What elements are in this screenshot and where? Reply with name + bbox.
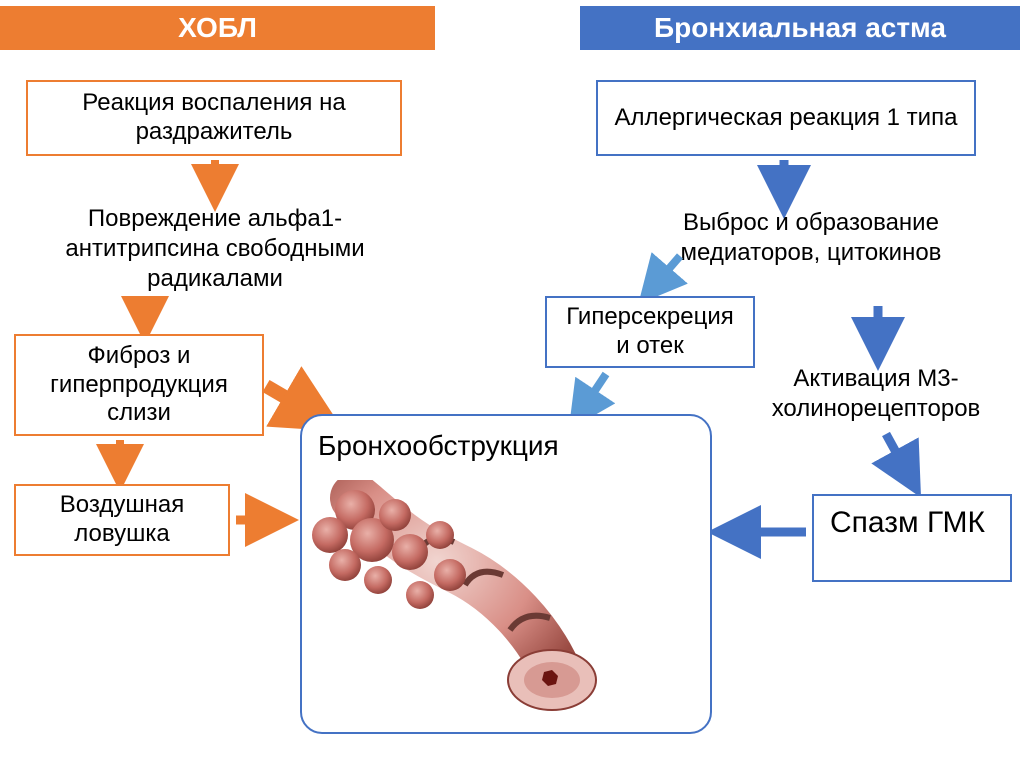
copd-step3-box: Фиброз и гиперпродукция слизи [14, 334, 264, 436]
arrow-copd-3-4 [100, 438, 140, 482]
asthma-step5-box: Спазм ГМК [812, 494, 1012, 582]
copd-step2-text: Повреждение альфа1-антитрипсина свободны… [30, 204, 400, 294]
bronchus-illustration [300, 480, 600, 715]
asthma-step1-box: Аллергическая реакция 1 типа [596, 80, 976, 156]
arrow-asthma-1-2 [764, 158, 804, 208]
header-copd: ХОБЛ [0, 6, 435, 50]
arrow-asthma-2-3 [640, 252, 690, 302]
arrow-asthma-4-5 [872, 430, 922, 490]
arrow-copd-2-3 [125, 294, 165, 334]
arrow-copd-4-center [232, 500, 288, 540]
asthma-step3-label: Гиперсекреция и отек [557, 303, 743, 361]
arrow-asthma-2-4 [858, 304, 898, 360]
asthma-step3-box: Гиперсекреция и отек [545, 296, 755, 368]
arrow-asthma-5-center [718, 512, 812, 552]
copd-step4-box: Воздушная ловушка [14, 484, 230, 556]
asthma-step5-label: Спазм ГМК [830, 506, 985, 539]
asthma-step4-text: Активация М3-холинорецепторов [740, 364, 1012, 424]
copd-step1-box: Реакция воспаления на раздражитель [26, 80, 402, 156]
copd-step3-label: Фиброз и гиперпродукция слизи [26, 342, 252, 428]
diagram-stage: ХОБЛ Бронхиальная астма Реакция воспален… [0, 0, 1024, 767]
arrow-copd-1-2 [195, 158, 235, 202]
header-asthma: Бронхиальная астма [580, 6, 1020, 50]
asthma-step1-label: Аллергическая реакция 1 типа [615, 104, 958, 133]
copd-step4-label: Воздушная ловушка [26, 491, 218, 549]
copd-step1-label: Реакция воспаления на раздражитель [38, 89, 390, 147]
center-label: Бронхообструкция [318, 430, 559, 462]
